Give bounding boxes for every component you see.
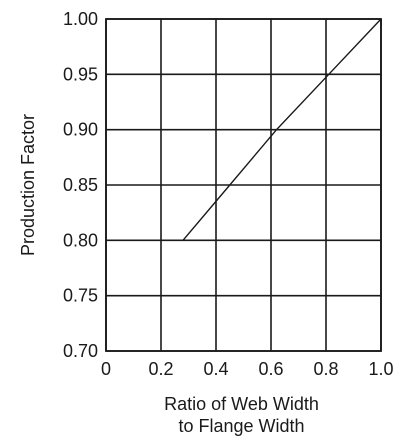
x-tick-label-1: 0.2 [148,359,173,379]
y-tick-label-4: 0.90 [63,120,98,140]
x-tick-label-2: 0.4 [203,359,228,379]
series-layer [182,18,382,241]
y-tick-label-3: 0.85 [63,175,98,195]
y-tick-labels: 0.70 0.75 0.80 0.85 0.90 0.95 1.00 [63,9,98,361]
series-line-0 [182,18,382,241]
x-tick-label-5: 1.0 [368,359,393,379]
y-tick-label-1: 0.75 [63,286,98,306]
y-tick-label-2: 0.80 [63,230,98,250]
y-axis-label: Production Factor [18,114,38,256]
grid-lines [105,18,382,352]
x-tick-label-3: 0.6 [258,359,283,379]
x-tick-labels: 0 0.2 0.4 0.6 0.8 1.0 [101,359,394,379]
y-tick-label-5: 0.95 [63,64,98,84]
x-axis-label-line-2: to Flange Width [178,416,304,436]
x-tick-label-0: 0 [101,359,111,379]
x-tick-label-4: 0.8 [313,359,338,379]
plot-frame [105,18,382,352]
x-axis-label-line-1: Ratio of Web Width [164,394,319,414]
y-tick-label-0: 0.70 [63,341,98,361]
y-tick-label-6: 1.00 [63,9,98,29]
